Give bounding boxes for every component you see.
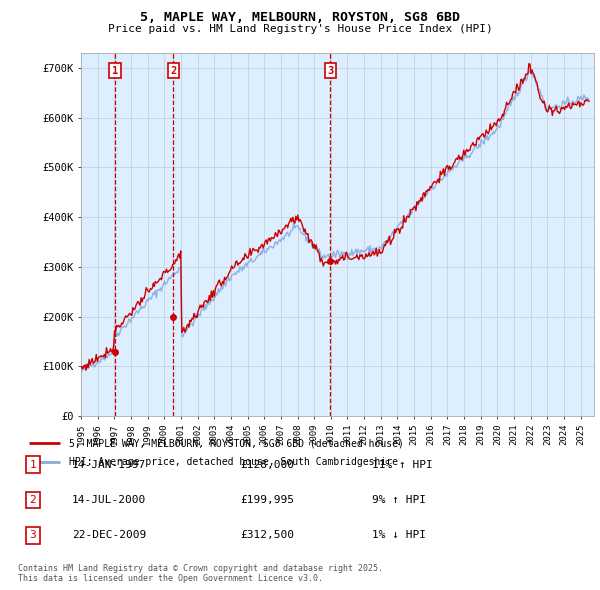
Text: Price paid vs. HM Land Registry's House Price Index (HPI): Price paid vs. HM Land Registry's House … — [107, 24, 493, 34]
Text: HPI: Average price, detached house, South Cambridgeshire: HPI: Average price, detached house, Sout… — [69, 457, 398, 467]
Text: 11% ↑ HPI: 11% ↑ HPI — [372, 460, 433, 470]
Text: 1: 1 — [29, 460, 37, 470]
Text: 14-JUL-2000: 14-JUL-2000 — [72, 495, 146, 505]
Text: Contains HM Land Registry data © Crown copyright and database right 2025.
This d: Contains HM Land Registry data © Crown c… — [18, 563, 383, 583]
Text: 5, MAPLE WAY, MELBOURN, ROYSTON, SG8 6BD (detached house): 5, MAPLE WAY, MELBOURN, ROYSTON, SG8 6BD… — [69, 438, 404, 448]
Text: 2: 2 — [170, 66, 176, 76]
Text: 14-JAN-1997: 14-JAN-1997 — [72, 460, 146, 470]
Text: 22-DEC-2009: 22-DEC-2009 — [72, 530, 146, 540]
Text: 3: 3 — [327, 66, 334, 76]
Text: 5, MAPLE WAY, MELBOURN, ROYSTON, SG8 6BD: 5, MAPLE WAY, MELBOURN, ROYSTON, SG8 6BD — [140, 11, 460, 24]
Text: 2: 2 — [29, 495, 37, 505]
Text: 9% ↑ HPI: 9% ↑ HPI — [372, 495, 426, 505]
Text: £128,000: £128,000 — [240, 460, 294, 470]
Text: £199,995: £199,995 — [240, 495, 294, 505]
Text: 1: 1 — [112, 66, 118, 76]
Text: £312,500: £312,500 — [240, 530, 294, 540]
Text: 1% ↓ HPI: 1% ↓ HPI — [372, 530, 426, 540]
Text: 3: 3 — [29, 530, 37, 540]
